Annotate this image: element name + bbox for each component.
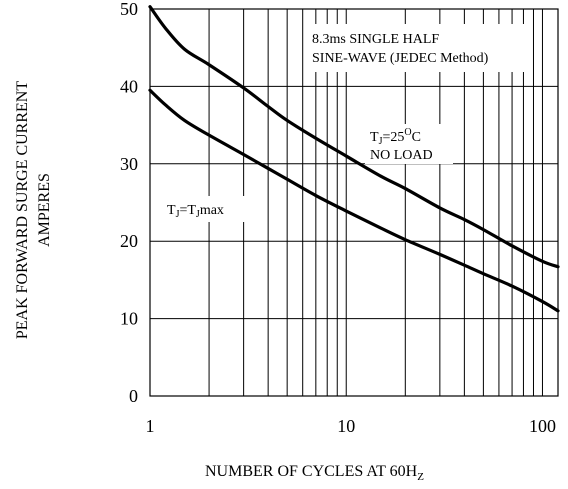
x-tick-label: 1 [146,416,155,436]
plot-frame [149,8,559,397]
series-line-lower [148,88,560,313]
degree-superscript: O [404,127,411,138]
tj-symbol: T [370,130,379,145]
x-axis-label-main: NUMBER OF CYCLES AT 60H [205,463,418,480]
y-tick-label: 10 [120,309,138,329]
equals-t: =T [179,203,196,218]
upper-curve-annotation-line-2: NO LOAD [370,148,433,163]
y-tick-label: 0 [129,386,138,406]
upper-curve-annotation-line-1: TJ=25OC [370,127,421,147]
upper-curve-annotation-background [365,124,453,164]
series-line-upper [148,5,560,269]
curves [148,5,560,313]
lower-curve-annotation: TJ=TJmax [167,203,224,220]
method-annotation-background [306,24,528,72]
x-tick-label: 100 [529,416,556,436]
method-annotation-line-1: 8.3ms SINGLE HALF [312,32,439,47]
y-axis-label-line-2: AMPERES [36,173,53,247]
celsius-unit: C [412,130,421,145]
max-text: max [200,203,224,218]
tj-value: =25 [382,130,404,145]
grid [150,9,558,396]
method-annotation-line-2: SINE-WAVE (JEDEC Method) [312,51,489,66]
tj-subscript-lower: J [176,209,180,220]
tj-symbol-lower: T [167,203,176,218]
x-axis-label: NUMBER OF CYCLES AT 60HZ [205,463,424,483]
y-tick-label: 40 [120,76,138,96]
y-tick-label: 20 [120,231,138,251]
y-axis-label: PEAK FORWARD SURGE CURRENT AMPERES [14,81,53,339]
lower-curve-annotation-background [162,196,262,222]
y-axis-label-line-1: PEAK FORWARD SURGE CURRENT [14,81,31,339]
tj-subscript: J [379,136,383,147]
y-tick-label: 30 [120,154,138,174]
x-tick-label: 10 [337,416,355,436]
x-axis-label-subscript: Z [417,471,424,483]
tj-subscript-max: J [196,209,200,220]
y-tick-label: 50 [120,0,138,19]
tick-labels: 0 10 20 30 40 50 1 10 100 [120,0,556,436]
